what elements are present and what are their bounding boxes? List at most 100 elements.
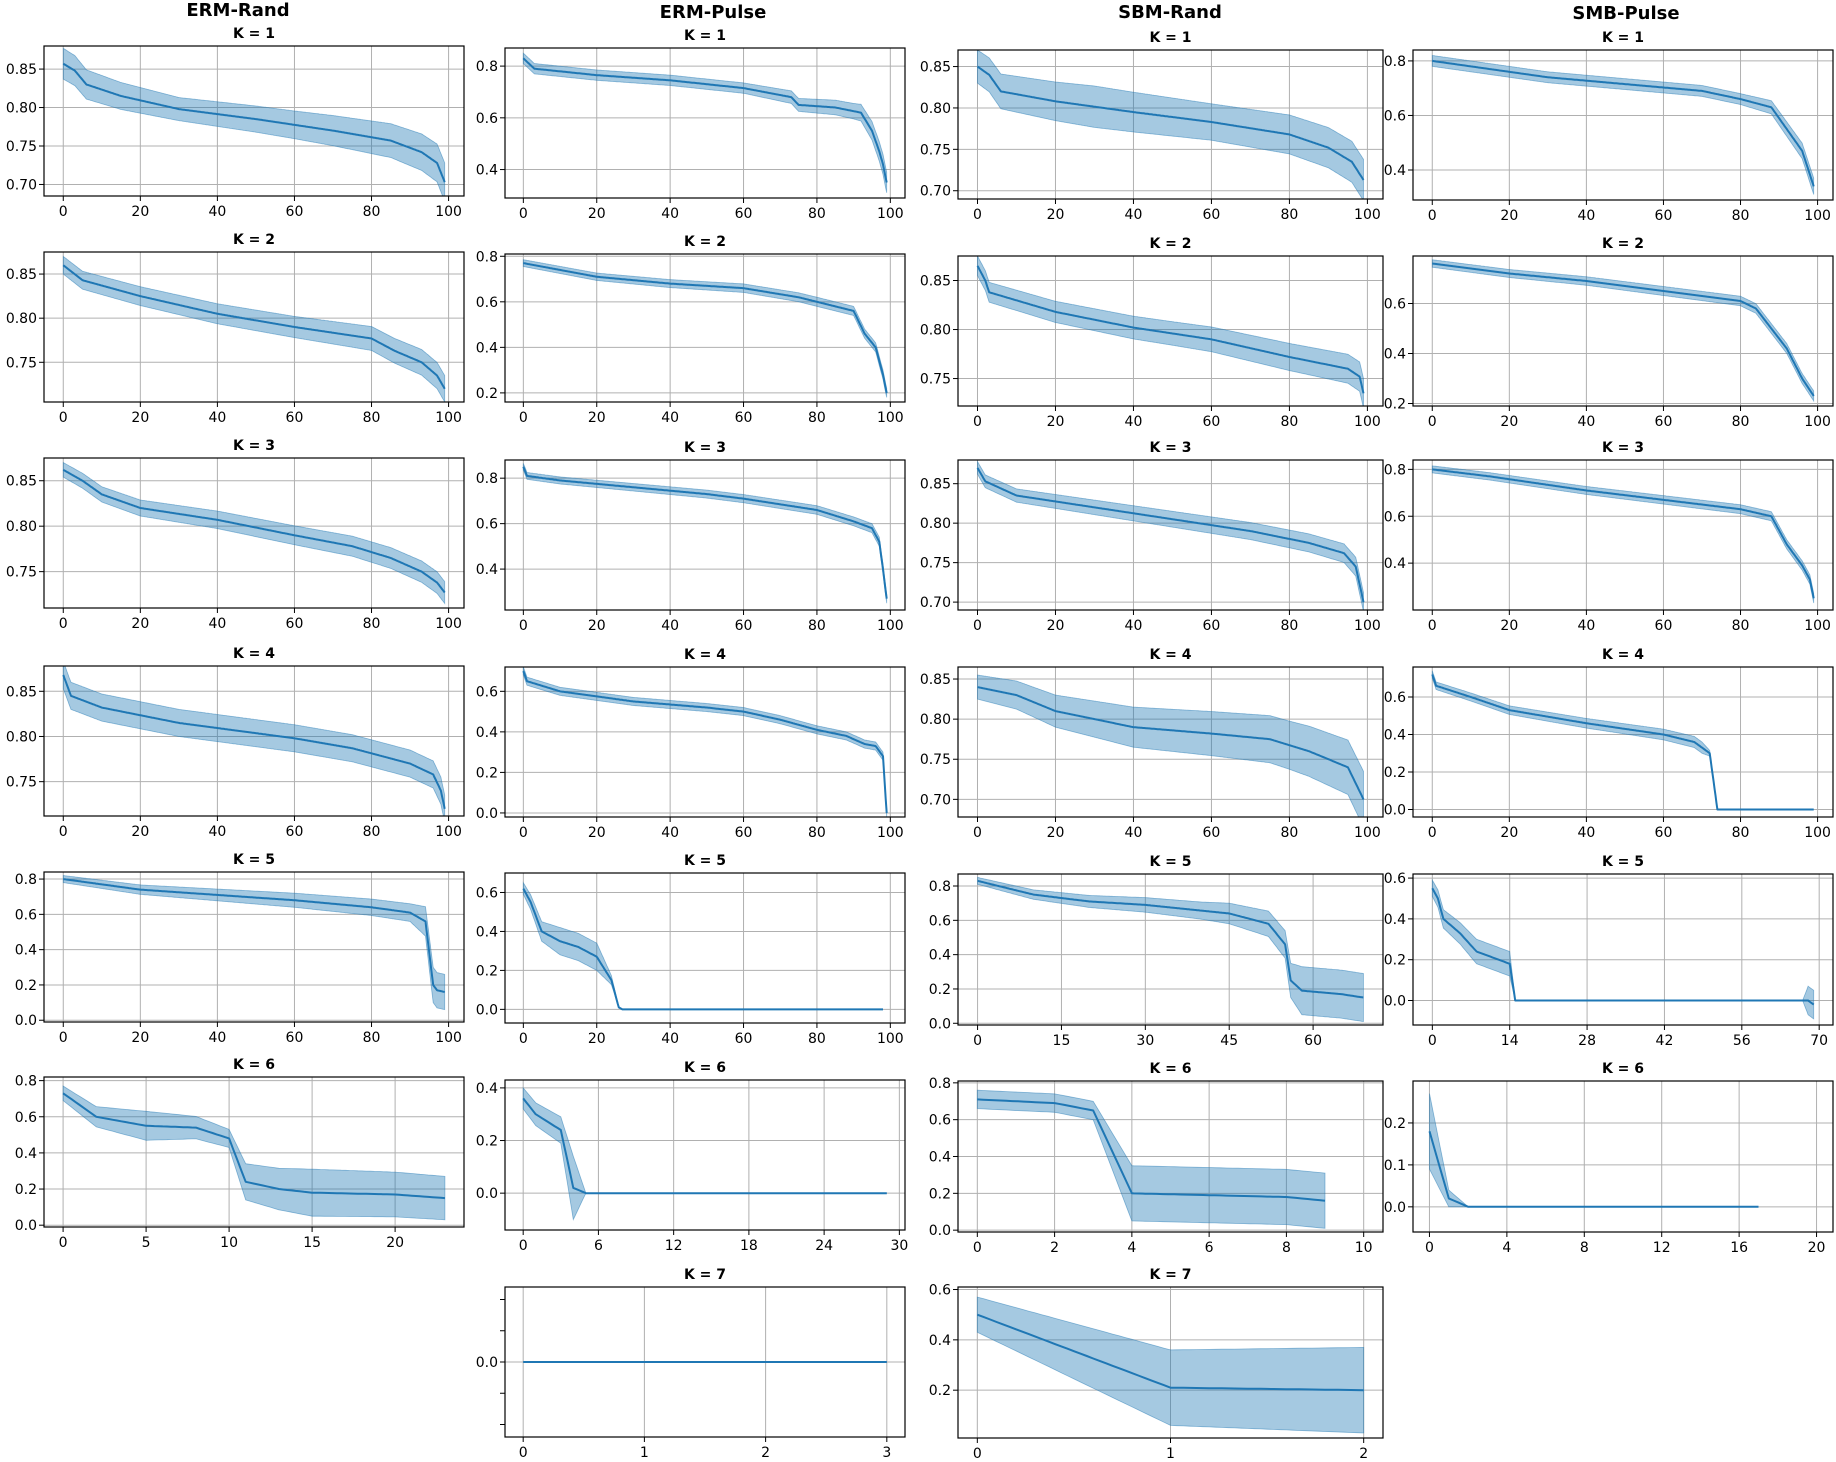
y-tick-label: 0.2 xyxy=(476,386,498,402)
panel-title: K = 7 xyxy=(684,1267,726,1283)
x-tick-label: 60 xyxy=(1655,414,1673,430)
x-tick-label: 30 xyxy=(890,1238,908,1254)
x-tick-label: 80 xyxy=(1732,208,1750,224)
x-tick-label: 40 xyxy=(1577,414,1595,430)
x-tick-label: 20 xyxy=(1500,618,1518,634)
axes-frame xyxy=(1412,255,1834,407)
y-tick-label: 0.6 xyxy=(1384,690,1406,706)
y-tick-label: 0.2 xyxy=(476,963,498,979)
mean-line xyxy=(1432,59,1815,187)
panel-smb-pulse-k6: 0 4 8 12 16 20 0.0 0.1 0.2 K = 6 xyxy=(1384,1061,1834,1256)
panel-smb-pulse-k4: 0 20 40 60 80 100 0.0 0.2 0.4 0.6 K = 4 xyxy=(1384,647,1834,841)
panel-title: K = 5 xyxy=(1602,854,1644,870)
x-tick-label: 80 xyxy=(363,1030,381,1046)
x-tick-label: 1 xyxy=(1166,1446,1175,1462)
x-tick-label: 60 xyxy=(286,204,304,220)
panel-title: K = 5 xyxy=(1149,854,1191,870)
y-tick-label: 0.8 xyxy=(476,471,498,487)
y-tick-label: 0.85 xyxy=(920,274,951,290)
confidence-band xyxy=(977,460,1364,610)
y-tick-label: 0.2 xyxy=(1384,953,1406,969)
y-tick-label: 0.4 xyxy=(929,1333,951,1349)
panel-smb-pulse-k3: 0 20 40 60 80 100 0.4 0.6 0.8 K = 3 xyxy=(1384,440,1834,634)
x-tick-label: 1 xyxy=(640,1445,649,1461)
mean-line xyxy=(1431,674,1814,811)
x-tick-label: 0 xyxy=(59,616,68,632)
y-tick-label: 0.0 xyxy=(929,1223,951,1239)
mean-line xyxy=(977,879,1364,999)
x-tick-label: 60 xyxy=(286,824,304,840)
mean-line xyxy=(1432,468,1815,599)
x-tick-label: 42 xyxy=(1656,1033,1674,1049)
confidence-band xyxy=(522,463,888,604)
x-tick-label: 20 xyxy=(588,618,606,634)
x-tick-label: 80 xyxy=(1732,414,1750,430)
x-tick-label: 80 xyxy=(1281,825,1299,841)
confidence-band xyxy=(977,50,1364,199)
y-tick-label: 0.70 xyxy=(920,184,951,200)
y-tick-label: 0.8 xyxy=(1384,462,1406,478)
confidence-band xyxy=(1431,259,1815,403)
y-tick-label: 0.6 xyxy=(476,517,498,533)
axes-frame xyxy=(504,459,906,611)
mean-line xyxy=(976,265,1365,394)
confidence-band xyxy=(62,1085,446,1221)
x-tick-label: 15 xyxy=(303,1235,321,1251)
y-tick-label: 0.70 xyxy=(920,792,951,808)
panel-title: K = 2 xyxy=(233,232,275,248)
x-tick-label: 5 xyxy=(142,1235,151,1251)
panel-title: K = 1 xyxy=(684,28,726,44)
panel-title: K = 3 xyxy=(1149,440,1191,456)
x-tick-label: 0 xyxy=(973,414,982,430)
panel-title: K = 3 xyxy=(684,440,726,456)
y-tick-label: 0.75 xyxy=(6,565,37,581)
x-tick-label: 20 xyxy=(131,824,149,840)
y-tick-label: 0.80 xyxy=(920,516,951,532)
x-tick-label: 100 xyxy=(435,204,462,220)
mean-line xyxy=(62,62,446,183)
mean-line xyxy=(977,1098,1326,1202)
x-tick-label: 70 xyxy=(1810,1033,1828,1049)
x-tick-label: 40 xyxy=(1577,618,1595,634)
axes-frame xyxy=(504,872,906,1024)
y-tick-label: 0.0 xyxy=(929,1016,951,1032)
confidence-band xyxy=(62,47,446,196)
y-tick-label: 0.6 xyxy=(476,684,498,700)
x-tick-label: 60 xyxy=(1655,825,1673,841)
y-tick-label: 0.4 xyxy=(476,340,498,356)
panel-title: K = 3 xyxy=(233,438,275,454)
x-tick-label: 80 xyxy=(1281,618,1299,634)
confidence-band xyxy=(62,461,446,605)
panel-erm-rand-k5: 0 20 40 60 80 100 0.0 0.2 0.4 0.6 0.8 K = 5 xyxy=(15,852,465,1046)
x-tick-label: 60 xyxy=(1203,618,1221,634)
axes-frame xyxy=(504,253,906,403)
x-tick-label: 80 xyxy=(808,206,826,222)
axes-frame xyxy=(1412,873,1834,1026)
x-tick-label: 100 xyxy=(1804,618,1831,634)
x-tick-label: 100 xyxy=(435,616,462,632)
x-tick-label: 100 xyxy=(1354,618,1381,634)
x-tick-label: 80 xyxy=(363,824,381,840)
y-tick-label: 0.8 xyxy=(929,879,951,895)
confidence-band xyxy=(522,667,888,817)
panel-title: K = 6 xyxy=(684,1060,726,1076)
y-tick-label: 0.85 xyxy=(920,60,951,76)
x-tick-label: 10 xyxy=(1355,1240,1373,1256)
x-tick-label: 6 xyxy=(594,1238,603,1254)
x-tick-label: 100 xyxy=(1804,825,1831,841)
panel-title: K = 4 xyxy=(1149,647,1191,663)
mean-line xyxy=(63,878,445,993)
axes-frame xyxy=(1412,49,1834,201)
axes-frame xyxy=(43,1076,465,1228)
x-tick-label: 0 xyxy=(1428,618,1437,634)
panel-title: K = 4 xyxy=(684,647,726,663)
x-tick-label: 8 xyxy=(1580,1240,1589,1256)
x-tick-label: 2 xyxy=(761,1445,770,1461)
y-tick-label: 0.0 xyxy=(476,1186,498,1202)
confidence-band xyxy=(977,256,1364,406)
panel-title: K = 5 xyxy=(684,853,726,869)
mean-line xyxy=(1432,262,1815,397)
x-tick-label: 20 xyxy=(588,1031,606,1047)
y-tick-label: 0.2 xyxy=(476,1134,498,1150)
confidence-band xyxy=(977,876,1364,1023)
